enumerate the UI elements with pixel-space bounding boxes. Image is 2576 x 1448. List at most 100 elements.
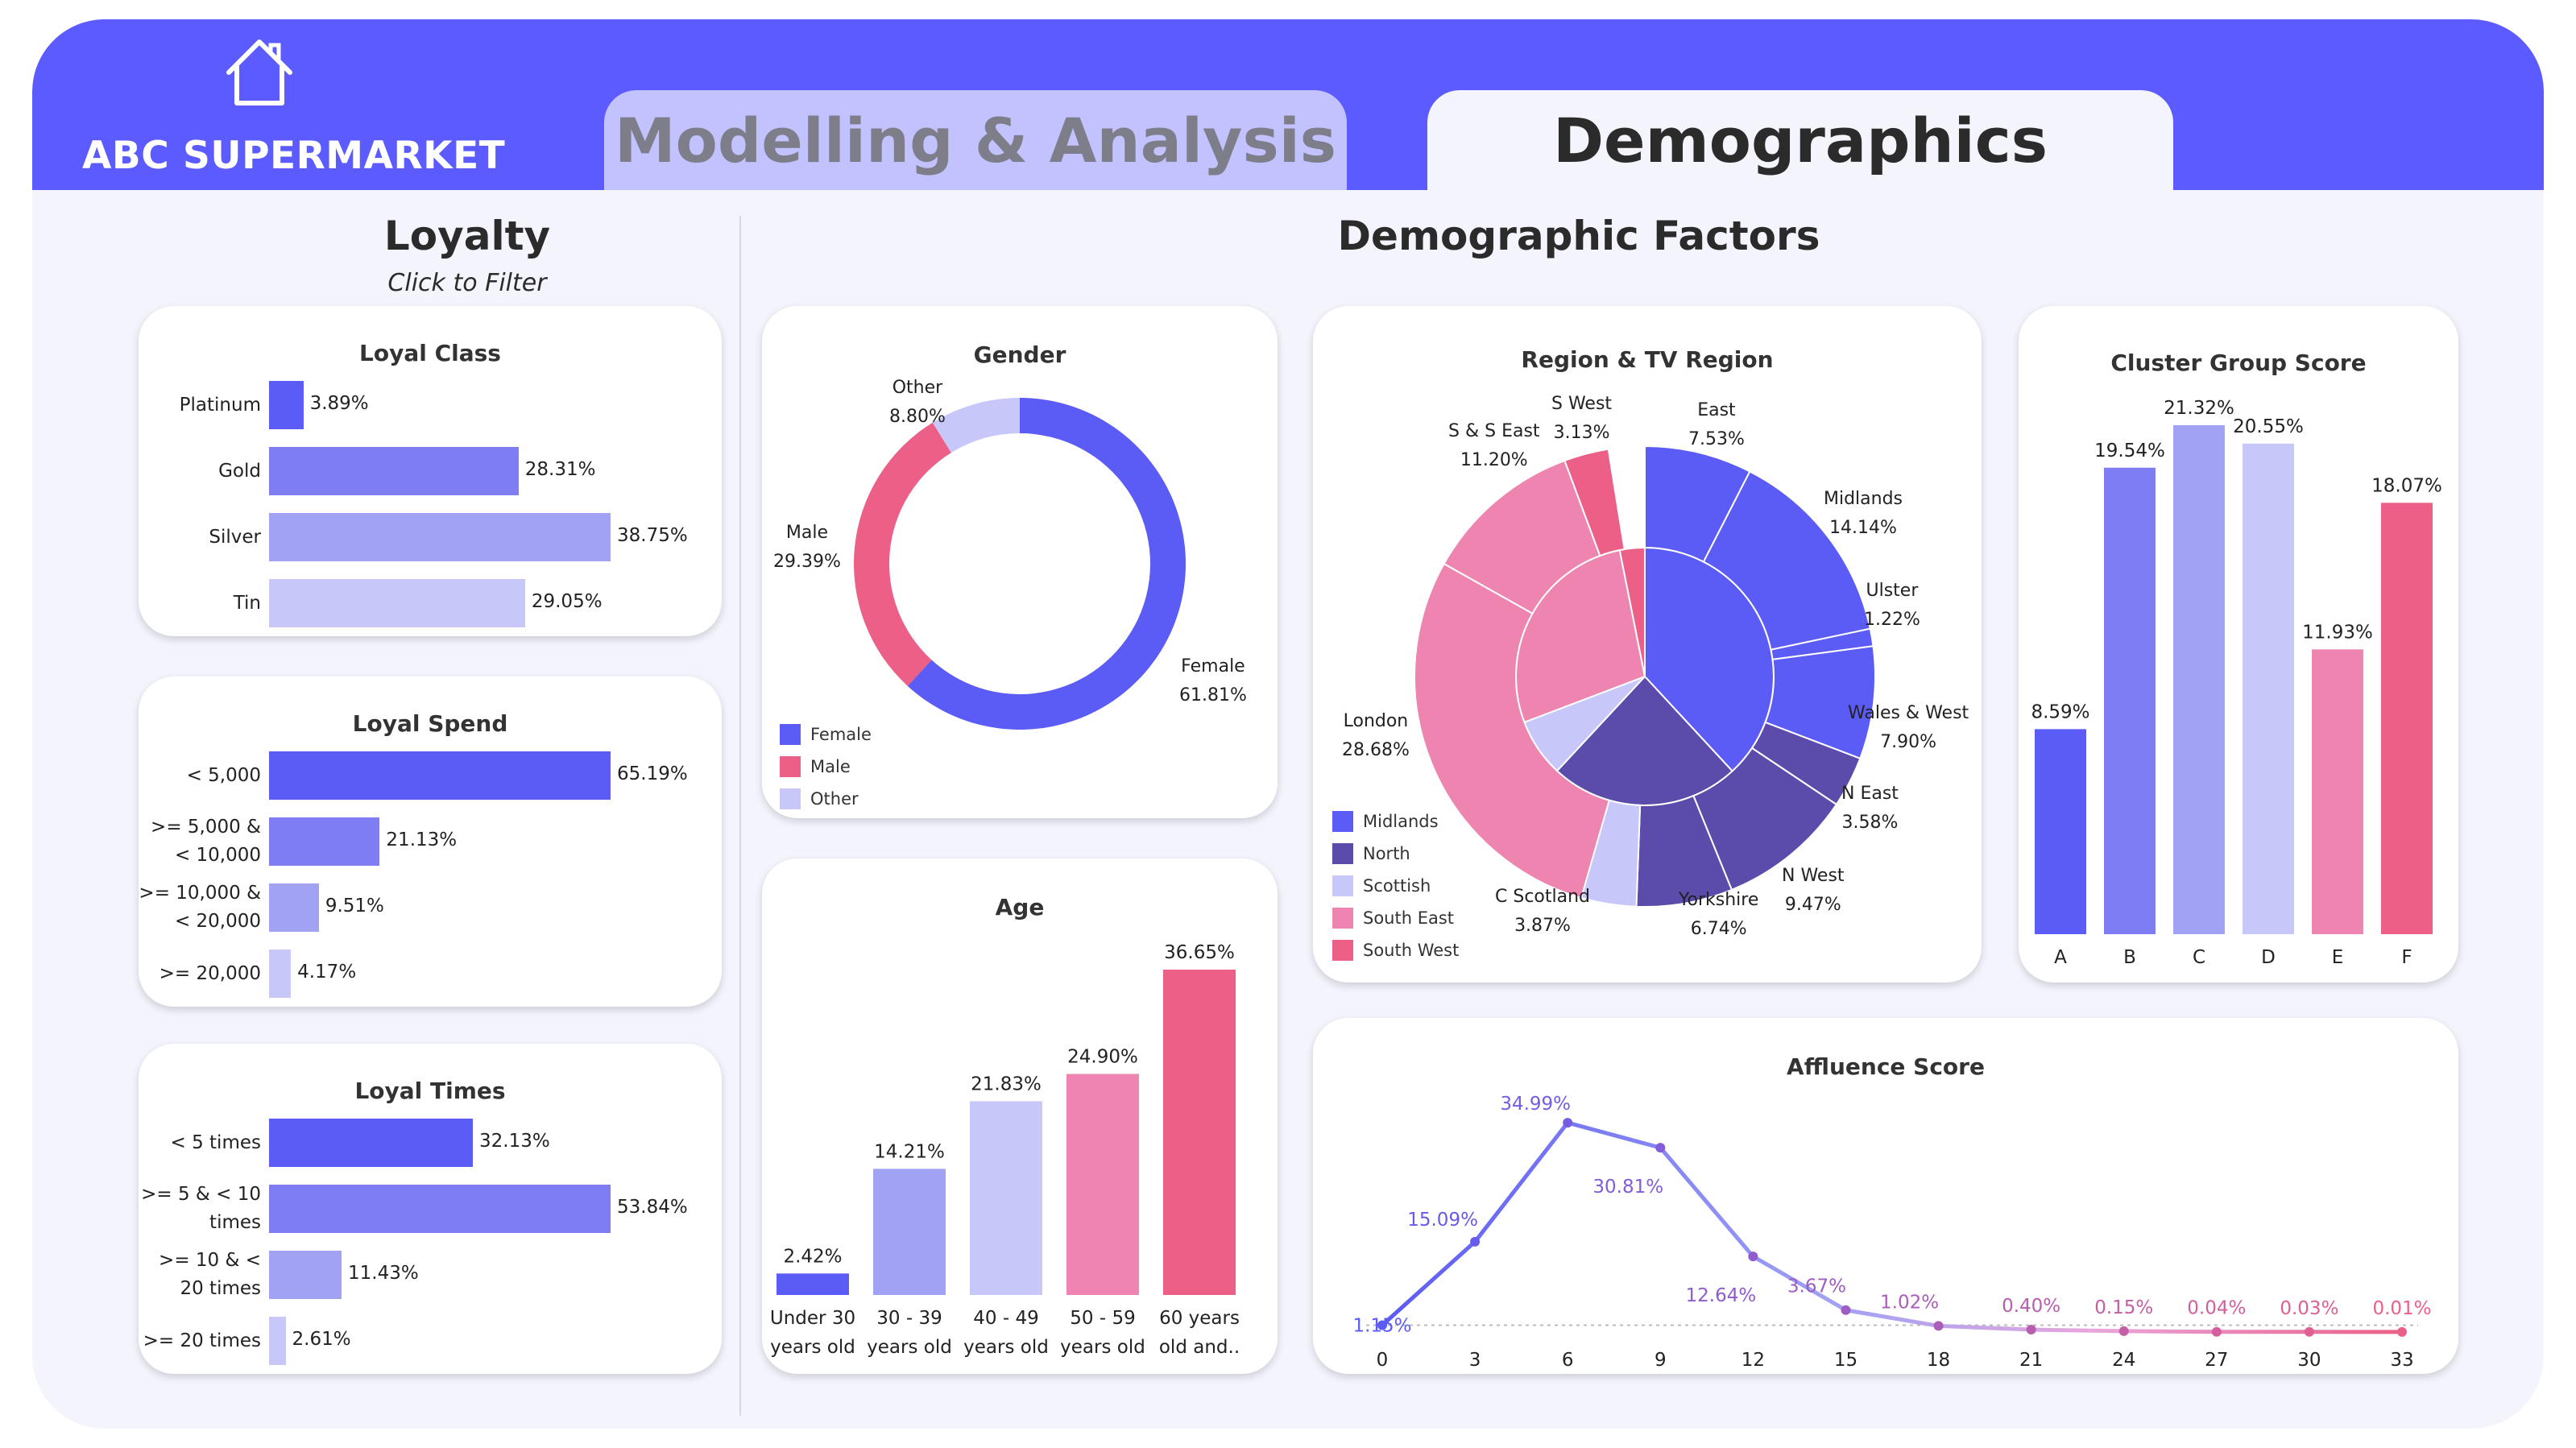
- donut-slice-female[interactable]: [907, 398, 1186, 730]
- affluence-point[interactable]: [2397, 1326, 2407, 1337]
- bar-cluster-c[interactable]: [2173, 425, 2225, 934]
- affluence-point[interactable]: [1655, 1143, 1666, 1153]
- affluence-card[interactable]: Affluence Score 1.15% 0 15.09% 3 34.99% 6 30.8…: [1313, 1018, 2458, 1374]
- legend-item-south-east[interactable]: South East: [1332, 902, 1459, 934]
- affluence-point[interactable]: [2211, 1326, 2222, 1337]
- x-tick-label: 30: [2297, 1350, 2321, 1371]
- gender-card[interactable]: Gender Other 8.80% Male 29.39% Female 61.81…: [762, 306, 1278, 818]
- loyal-times-card[interactable]: Loyal Times < 5 times 32.13% >= 5 & < 10 t…: [139, 1044, 722, 1374]
- bar-category-label: >= 20 times: [143, 1330, 261, 1351]
- bar-cluster-e[interactable]: [2312, 649, 2363, 934]
- bar-tin[interactable]: [269, 579, 525, 627]
- header-bar: ABC SUPERMARKET Modelling & Analysis Dem…: [32, 19, 2544, 190]
- affluence-point[interactable]: [2118, 1326, 2129, 1336]
- affluence-point[interactable]: [1748, 1251, 1758, 1262]
- region-label-n-east: N East 3.58%: [1841, 784, 1899, 833]
- affluence-value-label: 1.02%: [1880, 1292, 1939, 1313]
- affluence-value-label: 0.04%: [2187, 1298, 2246, 1319]
- gender-donut-chart[interactable]: [762, 306, 1278, 818]
- legend-swatch: [1332, 875, 1353, 896]
- legend-item-south-west[interactable]: South West: [1332, 934, 1459, 966]
- region-card[interactable]: Region & TV Region S & S East 11.20% S We…: [1313, 306, 1982, 983]
- age-category-label: years old: [1060, 1337, 1145, 1358]
- bar-5-10-times[interactable]: [269, 1185, 611, 1233]
- legend-swatch: [1332, 940, 1353, 961]
- bar-category-label: >= 10,000 & < 20,000: [139, 883, 261, 932]
- x-tick-label: 27: [2205, 1350, 2228, 1371]
- legend-item-female[interactable]: Female: [780, 718, 872, 751]
- legend-item-north[interactable]: North: [1332, 838, 1459, 870]
- home-icon[interactable]: [221, 34, 298, 111]
- age-category-label: years old: [963, 1337, 1049, 1358]
- donut-slice-other[interactable]: [932, 398, 1020, 453]
- bar-cluster-b[interactable]: [2104, 467, 2156, 934]
- bar-age-3[interactable]: [1066, 1074, 1139, 1295]
- region-slice-london[interactable]: [1414, 562, 1611, 900]
- age-category-label: 40 - 49: [973, 1308, 1038, 1329]
- loyal-class-card[interactable]: Loyal Class Platinum 3.89% Gold 28.31% Silve…: [139, 306, 722, 636]
- region-slice-midlands[interactable]: [1702, 470, 1871, 651]
- loyalty-title: Loyalty: [383, 213, 551, 259]
- donut-slice-male[interactable]: [854, 422, 951, 686]
- bar-silver[interactable]: [269, 513, 611, 561]
- cluster-card[interactable]: Cluster Group Score 8.59% A 19.54% B 21.32% C…: [2019, 306, 2458, 983]
- bar-5-000-10-000[interactable]: [269, 817, 380, 866]
- bar-value-label: 3.89%: [309, 393, 369, 414]
- x-tick-label: 15: [1834, 1350, 1857, 1371]
- loyal-times-title: Loyal Times: [354, 1078, 506, 1104]
- bar-gold[interactable]: [269, 447, 519, 495]
- cluster-bar-chart[interactable]: 8.59% A 19.54% B 21.32% C 20.55% D 11.93% E 18.07%…: [2019, 306, 2458, 983]
- gender-title: Gender: [973, 341, 1066, 368]
- bar-platinum[interactable]: [269, 381, 304, 429]
- bar-category-label: >= 5 & < 10 times: [141, 1184, 261, 1233]
- affluence-series-line[interactable]: [1381, 1120, 2403, 1334]
- bar-10-20-times[interactable]: [269, 1251, 342, 1299]
- bar-cluster-d[interactable]: [2243, 443, 2294, 934]
- bar-value-label: 21.83%: [971, 1074, 1042, 1094]
- cluster-category-label: D: [2261, 947, 2276, 968]
- legend-swatch: [1332, 811, 1353, 832]
- affluence-value-label: 12.64%: [1686, 1285, 1757, 1306]
- region-label-s-west: S West 3.13%: [1551, 394, 1613, 443]
- affluence-point[interactable]: [1933, 1321, 1944, 1331]
- bar-age-0[interactable]: [777, 1273, 849, 1295]
- bar-10-000-20-000[interactable]: [269, 883, 319, 932]
- legend-item-other[interactable]: Other: [780, 783, 872, 815]
- bar-5-000[interactable]: [269, 751, 611, 800]
- affluence-point[interactable]: [1841, 1305, 1851, 1315]
- age-bar-chart[interactable]: 2.42% Under 30 years old 14.21% 30 - 39 years…: [762, 858, 1278, 1374]
- tab-demographics[interactable]: Demographics: [1427, 90, 2173, 190]
- loyal-spend-card[interactable]: Loyal Spend < 5,000 65.19% >= 5,000 & < 10…: [139, 676, 722, 1007]
- region-label-yorkshire: Yorkshire 6.74%: [1679, 890, 1759, 939]
- bar-category-label: Platinum: [179, 394, 261, 416]
- legend-item-scottish[interactable]: Scottish: [1332, 870, 1459, 902]
- legend-item-male[interactable]: Male: [780, 751, 872, 783]
- gender-legend: Female Male Other: [780, 718, 872, 815]
- affluence-point[interactable]: [2304, 1326, 2314, 1337]
- bar-age-1[interactable]: [873, 1169, 946, 1295]
- bar-20-000[interactable]: [269, 949, 292, 998]
- x-tick-label: 0: [1377, 1350, 1389, 1371]
- legend-item-midlands[interactable]: Midlands: [1332, 805, 1459, 838]
- x-tick-label: 6: [1562, 1350, 1574, 1371]
- bar-cluster-f[interactable]: [2381, 503, 2433, 934]
- region-label-s-s-east: S & S East 11.20%: [1448, 421, 1540, 470]
- affluence-point[interactable]: [1377, 1320, 1387, 1330]
- bar-cluster-a[interactable]: [2035, 729, 2086, 934]
- affluence-line-chart[interactable]: 1.15% 0 15.09% 3 34.99% 6 30.81% 9 12.64% 12 3.67%…: [1313, 1018, 2458, 1374]
- legend-swatch: [780, 756, 801, 777]
- age-card[interactable]: Age 2.42% Under 30 years old 14.21% 30 - 39 y…: [762, 858, 1278, 1374]
- affluence-point[interactable]: [1470, 1236, 1481, 1247]
- bar-age-4[interactable]: [1163, 970, 1236, 1295]
- bar-category-label: Silver: [209, 526, 261, 548]
- legend-swatch: [1332, 843, 1353, 864]
- cluster-category-label: C: [2193, 947, 2205, 968]
- region-slice-s-west[interactable]: [1563, 448, 1626, 557]
- region-sunburst-chart[interactable]: [1313, 306, 1982, 983]
- tab-modelling-analysis[interactable]: Modelling & Analysis: [604, 90, 1347, 190]
- bar-age-2[interactable]: [970, 1101, 1042, 1295]
- affluence-point[interactable]: [2026, 1325, 2036, 1335]
- bar-20-times[interactable]: [269, 1317, 286, 1365]
- affluence-point[interactable]: [1563, 1118, 1573, 1128]
- bar-5-times[interactable]: [269, 1119, 474, 1167]
